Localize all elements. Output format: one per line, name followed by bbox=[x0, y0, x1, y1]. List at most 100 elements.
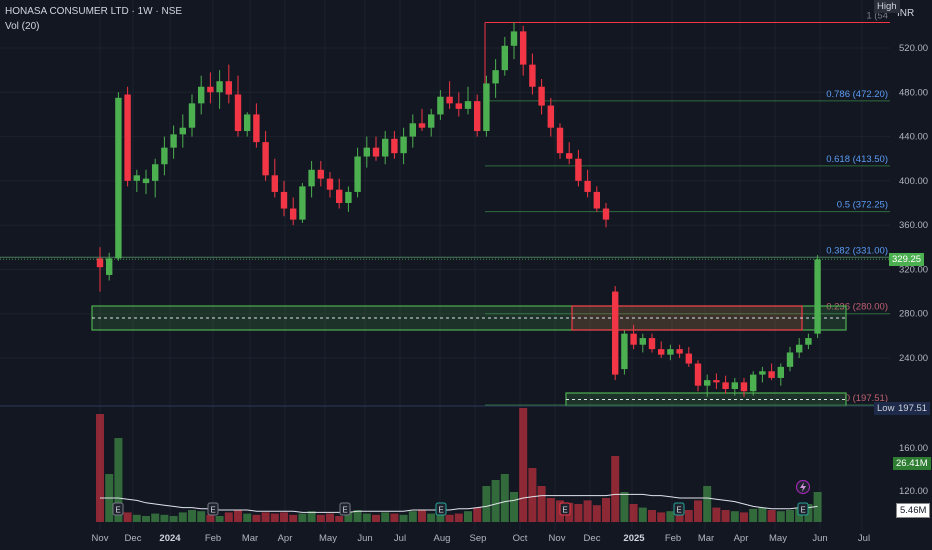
candle-body[interactable] bbox=[796, 344, 803, 353]
candle-body[interactable] bbox=[814, 259, 821, 334]
candle-body[interactable] bbox=[234, 94, 242, 132]
candle-body[interactable] bbox=[142, 178, 150, 184]
support-zone-upper[interactable] bbox=[91, 305, 847, 331]
candle-body[interactable] bbox=[308, 169, 315, 187]
candle-body[interactable] bbox=[188, 103, 196, 128]
candle-body[interactable] bbox=[658, 349, 665, 355]
candle-body[interactable] bbox=[704, 380, 711, 386]
earnings-marker[interactable]: E bbox=[207, 502, 219, 516]
candle-body[interactable] bbox=[262, 142, 269, 176]
candle-body[interactable] bbox=[556, 127, 564, 154]
symbol-title[interactable]: HONASA CONSUMER LTD · 1W · NSE bbox=[5, 6, 183, 17]
candle-body[interactable] bbox=[437, 96, 444, 115]
earnings-marker[interactable]: E bbox=[435, 502, 447, 516]
candle-body[interactable] bbox=[474, 101, 481, 132]
candle-body[interactable] bbox=[225, 81, 232, 95]
candle-body[interactable] bbox=[455, 103, 462, 109]
candle-body[interactable] bbox=[161, 147, 168, 165]
candle-body[interactable] bbox=[299, 186, 306, 220]
candle-body[interactable] bbox=[336, 189, 343, 203]
candle-body[interactable] bbox=[382, 138, 389, 157]
candle-body[interactable] bbox=[547, 105, 554, 128]
candle-body[interactable] bbox=[115, 97, 122, 259]
candle-body[interactable] bbox=[602, 208, 610, 220]
price-tick-label: 240.00 bbox=[899, 353, 928, 364]
candle-body[interactable] bbox=[694, 363, 702, 386]
earnings-marker[interactable]: E bbox=[339, 502, 351, 516]
candle-body[interactable] bbox=[363, 147, 370, 157]
candle-body[interactable] bbox=[345, 191, 352, 203]
candle-body[interactable] bbox=[777, 366, 784, 378]
candle-body[interactable] bbox=[639, 338, 646, 345]
earnings-marker[interactable]: E bbox=[673, 502, 685, 516]
candle-body[interactable] bbox=[198, 86, 205, 104]
volume-indicator-label[interactable]: Vol (20) bbox=[5, 21, 40, 32]
earnings-marker[interactable]: E bbox=[559, 502, 571, 516]
earnings-marker[interactable]: E bbox=[112, 502, 124, 516]
candle-body[interactable] bbox=[768, 371, 775, 378]
candle-body[interactable] bbox=[271, 175, 278, 192]
candle-body[interactable] bbox=[750, 374, 757, 392]
candle-body[interactable] bbox=[391, 138, 398, 154]
candle-body[interactable] bbox=[575, 158, 582, 181]
candle-body[interactable] bbox=[676, 349, 683, 354]
candle-body[interactable] bbox=[152, 164, 159, 181]
fibonacci-retracement[interactable]: 1 (54 0.786 (472.20) 0.618 (413.50) 0.5 (37… bbox=[0, 11, 890, 406]
earnings-marker[interactable]: E bbox=[797, 502, 809, 516]
candle-body[interactable] bbox=[612, 291, 619, 375]
candle-body[interactable] bbox=[529, 64, 536, 87]
candle-body[interactable] bbox=[400, 136, 407, 154]
candle-body[interactable] bbox=[170, 134, 177, 148]
candle-body[interactable] bbox=[538, 86, 545, 106]
time-axis[interactable]: Nov Dec 2024 Feb Mar Apr May Jun Jul Aug Sep Oct Nov… bbox=[92, 533, 871, 544]
candle-body[interactable] bbox=[722, 382, 729, 389]
currency-label[interactable]: INR bbox=[897, 8, 915, 19]
candle-body[interactable] bbox=[492, 70, 499, 84]
fib-level-label: 0.5 (372.25) bbox=[837, 200, 888, 211]
candle-body[interactable] bbox=[483, 83, 490, 132]
candle-body[interactable] bbox=[501, 45, 508, 71]
candle-body[interactable] bbox=[280, 191, 288, 209]
candle-body[interactable] bbox=[446, 96, 453, 104]
candle-body[interactable] bbox=[179, 127, 186, 135]
candle-body[interactable] bbox=[253, 114, 260, 143]
candle-body[interactable] bbox=[566, 153, 573, 159]
candle-body[interactable] bbox=[593, 191, 600, 209]
price-axis[interactable]: 520.00 480.00 440.00 400.00 360.00 320.00 280.… bbox=[899, 43, 928, 497]
candle-body[interactable] bbox=[354, 156, 361, 192]
candle-body[interactable] bbox=[731, 382, 738, 389]
candle-body[interactable] bbox=[409, 123, 416, 137]
zones-layer[interactable] bbox=[0, 305, 890, 407]
candle-body[interactable] bbox=[667, 349, 674, 355]
candle-body[interactable] bbox=[630, 333, 637, 345]
candle-body[interactable] bbox=[648, 338, 656, 350]
candle-body[interactable] bbox=[510, 31, 518, 46]
candle-body[interactable] bbox=[372, 147, 380, 157]
candle-body[interactable] bbox=[244, 114, 251, 132]
candle-body[interactable] bbox=[326, 178, 334, 190]
lightning-icon[interactable] bbox=[795, 479, 811, 495]
candle-body[interactable] bbox=[124, 94, 131, 181]
candle-body[interactable] bbox=[740, 382, 748, 392]
candle-body[interactable] bbox=[713, 380, 720, 383]
candle-body[interactable] bbox=[464, 101, 472, 109]
candle-body[interactable] bbox=[207, 86, 214, 93]
candle-body[interactable] bbox=[418, 123, 426, 128]
candle-body[interactable] bbox=[584, 180, 591, 192]
candle-body[interactable] bbox=[428, 114, 435, 128]
candle-body[interactable] bbox=[133, 175, 140, 181]
candle-body[interactable] bbox=[290, 208, 297, 220]
candle-body[interactable] bbox=[216, 81, 223, 93]
candle-body[interactable] bbox=[685, 353, 692, 364]
candle-body[interactable] bbox=[621, 333, 628, 370]
candle-body[interactable] bbox=[805, 338, 812, 345]
candle-body[interactable] bbox=[759, 371, 766, 375]
candle-body[interactable] bbox=[96, 258, 104, 268]
candle-body[interactable] bbox=[786, 352, 794, 367]
candle-body[interactable] bbox=[520, 31, 527, 65]
candlestick-series[interactable] bbox=[0, 22, 890, 397]
candle-body[interactable] bbox=[106, 258, 113, 275]
candle-body[interactable] bbox=[317, 169, 324, 179]
